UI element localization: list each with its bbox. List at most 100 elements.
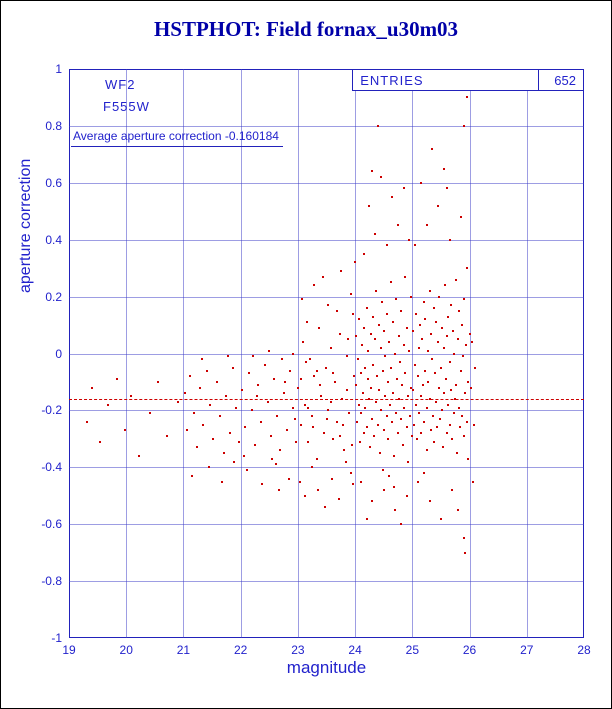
data-point [252, 355, 255, 358]
data-point [372, 363, 375, 366]
data-point [311, 415, 314, 418]
data-point [425, 224, 428, 227]
x-axis-label: magnitude [286, 658, 367, 677]
data-point [457, 406, 460, 409]
data-point [421, 383, 424, 386]
data-point [417, 346, 420, 349]
data-point [353, 261, 356, 264]
data-point [349, 292, 352, 295]
data-point [324, 506, 327, 509]
data-point [291, 352, 294, 355]
filter-label: F555W [103, 99, 150, 114]
data-point [287, 477, 290, 480]
data-point [177, 400, 180, 403]
data-point [377, 124, 379, 127]
data-point [440, 326, 443, 329]
data-point [454, 278, 457, 281]
data-point [292, 406, 295, 409]
data-point [383, 329, 386, 332]
data-point [385, 415, 388, 418]
data-point [354, 383, 357, 386]
data-point [454, 398, 457, 401]
data-point [438, 417, 441, 420]
data-point [366, 378, 369, 381]
y-tick-label: 0.2 [45, 289, 62, 304]
data-point [318, 383, 321, 386]
data-point [304, 403, 307, 406]
data-point [320, 395, 323, 398]
data-point [460, 324, 463, 327]
data-point [469, 386, 472, 389]
data-point [363, 366, 366, 369]
data-point [253, 443, 256, 446]
data-point [282, 392, 285, 395]
data-point [442, 346, 445, 349]
data-point [439, 366, 442, 369]
data-point [415, 437, 418, 440]
data-point [446, 403, 449, 406]
data-point [317, 489, 320, 492]
data-point [215, 380, 218, 383]
entries-value: 652 [554, 72, 576, 88]
data-point [351, 483, 354, 486]
data-point [299, 480, 302, 483]
data-point [444, 378, 447, 381]
grid-line [69, 182, 584, 184]
data-point [443, 392, 446, 395]
data-point [325, 417, 328, 420]
grid-line [69, 353, 584, 355]
data-point [392, 392, 395, 395]
data-point [412, 329, 415, 332]
data-point [306, 440, 309, 443]
x-tick-label: 23 [291, 643, 305, 657]
data-point [227, 355, 230, 358]
y-tick-label: -0.2 [41, 403, 62, 418]
data-point [429, 398, 432, 401]
x-tick-label: 28 [577, 643, 591, 657]
data-point [408, 349, 411, 352]
data-point [435, 400, 438, 403]
data-point [123, 429, 126, 432]
data-point [411, 389, 414, 392]
data-point [389, 403, 392, 406]
data-point [375, 289, 378, 292]
data-point [407, 460, 410, 463]
data-point [335, 309, 338, 312]
data-point [408, 238, 411, 241]
data-point [344, 460, 347, 463]
data-point [378, 452, 381, 455]
data-point [99, 440, 102, 443]
data-point [459, 215, 462, 218]
x-tick-label: 20 [119, 643, 133, 657]
data-point [424, 318, 427, 321]
data-point [371, 500, 374, 503]
detector-label: WF2 [105, 77, 136, 92]
data-point [423, 420, 426, 423]
data-point [391, 196, 394, 199]
data-point [272, 378, 275, 381]
data-point [418, 324, 421, 327]
data-point [199, 386, 202, 389]
data-point [232, 366, 235, 369]
data-point [419, 395, 422, 398]
data-point [308, 358, 311, 361]
data-point [433, 440, 436, 443]
grid-line [69, 467, 584, 469]
data-point [260, 420, 263, 423]
data-point [387, 437, 390, 440]
data-point [437, 204, 440, 207]
data-point [202, 423, 205, 426]
data-point [461, 355, 464, 358]
data-point [360, 343, 363, 346]
data-point [244, 426, 247, 429]
data-point [448, 423, 451, 426]
data-point [355, 420, 358, 423]
data-point [389, 281, 392, 284]
data-point [324, 366, 327, 369]
data-point [428, 289, 431, 292]
data-point [106, 403, 109, 406]
data-point [357, 403, 360, 406]
data-point [397, 432, 400, 435]
data-point [388, 341, 391, 344]
data-point [465, 420, 468, 423]
